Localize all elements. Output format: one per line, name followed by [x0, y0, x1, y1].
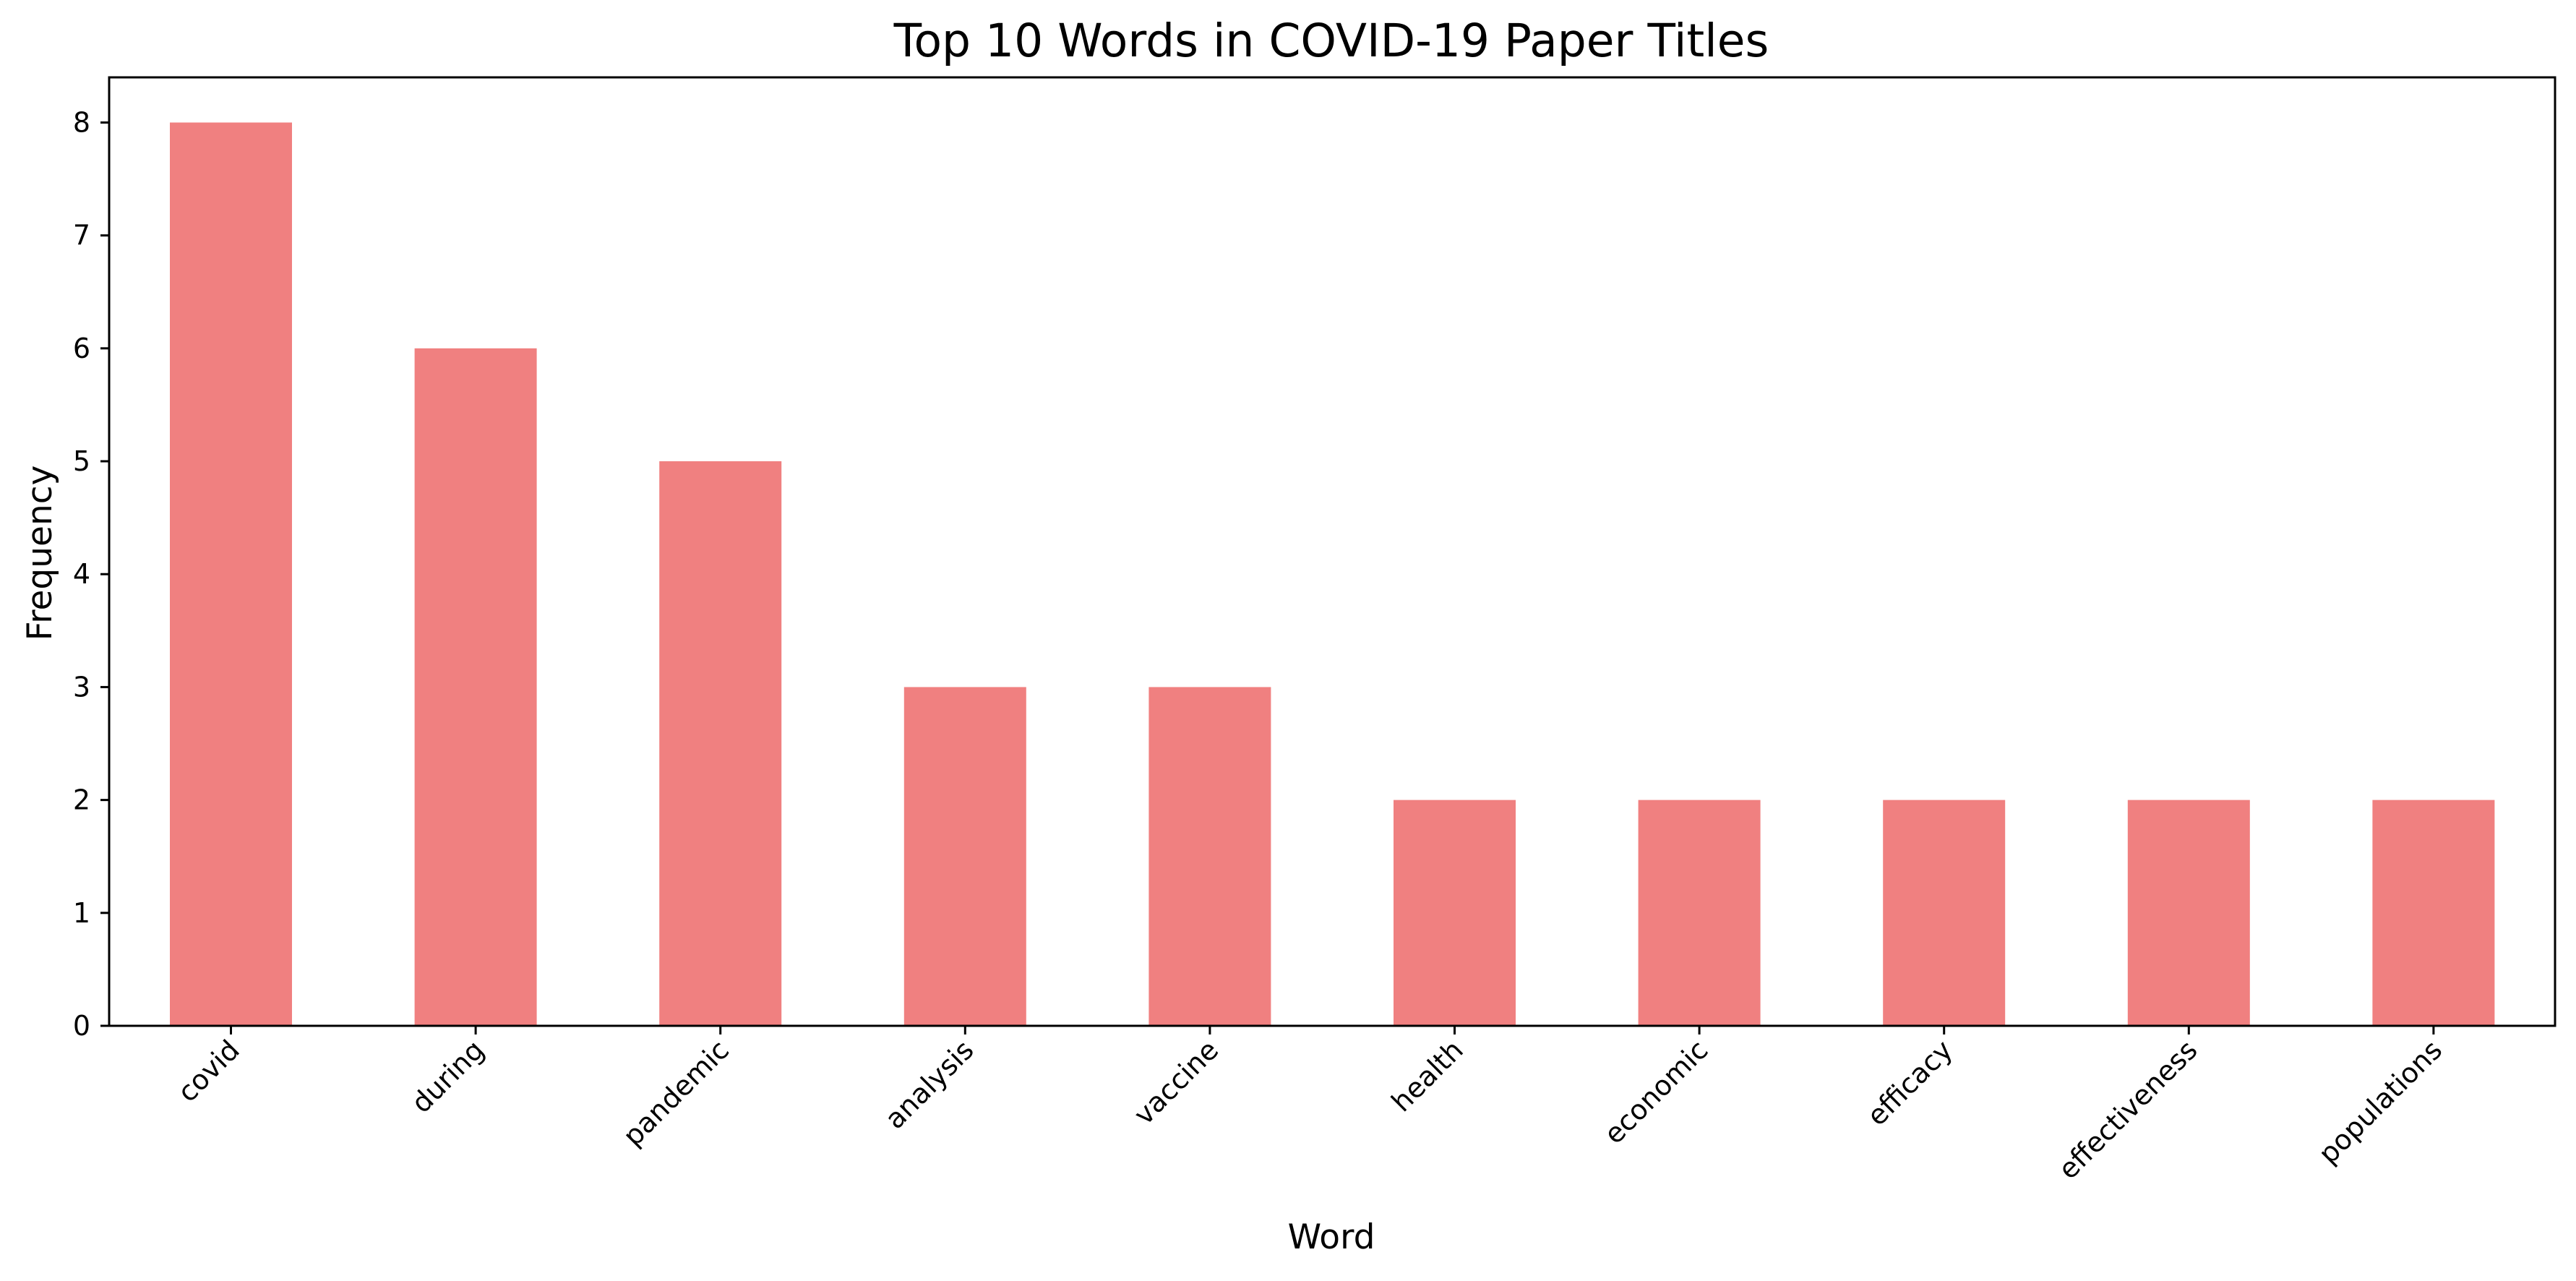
bar-effectiveness [2127, 800, 2250, 1026]
bar-efficacy [1883, 800, 2006, 1026]
bar-covid [170, 122, 292, 1026]
bars-group [170, 122, 2495, 1026]
plot-frame [108, 76, 2556, 1027]
y-tick-label: 0 [73, 1010, 90, 1042]
y-tick-label: 2 [73, 784, 90, 816]
bar-economic [1638, 800, 1761, 1026]
y-tick-label: 1 [73, 897, 90, 929]
y-axis-label: Frequency [20, 466, 60, 641]
bar-analysis [903, 687, 1026, 1026]
y-tick-label: 5 [73, 445, 90, 477]
y-tick-label: 3 [73, 671, 90, 703]
bar-pandemic [659, 461, 782, 1026]
y-tick-label: 8 [73, 106, 90, 138]
chart-title: Top 10 Words in COVID-19 Paper Titles [893, 14, 1769, 67]
y-tick-label: 6 [73, 333, 90, 364]
bar-vaccine [1149, 687, 1271, 1026]
y-axis: 0 1 2 3 4 5 6 7 8 [73, 106, 109, 1042]
x-axis-label: Word [1288, 1217, 1375, 1257]
y-tick-label: 4 [73, 558, 90, 590]
bar-health [1394, 800, 1516, 1026]
bar-during [414, 348, 537, 1026]
bar-populations [2372, 800, 2495, 1026]
y-tick-label: 7 [73, 220, 90, 252]
